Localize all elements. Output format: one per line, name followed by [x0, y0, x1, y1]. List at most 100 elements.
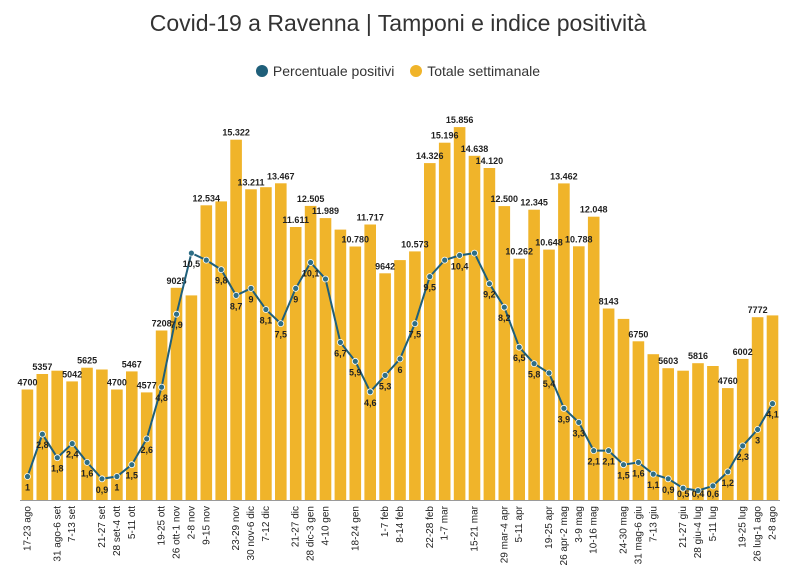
point-value-label-21: 6,7: [334, 348, 347, 358]
x-tick-label-15: 30 nov-6 dic: [246, 506, 257, 560]
point-29: [456, 251, 464, 259]
point-44: [679, 484, 687, 492]
point-19: [307, 259, 315, 266]
point-value-label-45: 0,4: [692, 489, 705, 499]
bar-value-label-15: 13.211: [237, 177, 264, 187]
point-value-label-16: 8,1: [260, 316, 273, 326]
bar-34: [528, 209, 540, 500]
x-tick-label-45: 28 giu-4 lug: [693, 506, 704, 558]
bar-50: [766, 315, 779, 500]
bar-value-label-12: 12.534: [193, 193, 221, 203]
x-tick-label-24: 1-7 feb: [380, 506, 391, 538]
bar-10: [170, 287, 183, 500]
bar-value-label-24: 9642: [375, 261, 395, 271]
point-28: [441, 256, 449, 264]
x-tick-label-18: 21-27 dic: [291, 506, 302, 547]
bar-value-label-14: 15.322: [222, 128, 250, 138]
point-value-label-22: 5,9: [349, 367, 362, 377]
x-tick-label-33: 5-11 apr: [514, 505, 525, 542]
point-8: [143, 435, 151, 443]
x-tick-label-16: 7-12 dic: [261, 506, 272, 542]
point-42: [649, 470, 657, 478]
x-tick-label-40: 24-30 mag: [619, 506, 630, 554]
bar-29: [453, 127, 466, 500]
bar-16: [260, 187, 272, 500]
bar-value-label-3: 5042: [62, 369, 82, 379]
point-15: [247, 284, 255, 292]
bar-28: [438, 142, 451, 500]
x-tick-label-19: 28 dic-3 gen: [306, 506, 317, 561]
point-3: [68, 440, 76, 448]
x-tick-label-35: 19-25 apr: [544, 505, 555, 548]
point-35: [545, 369, 553, 377]
x-tick-label-28: 1-7 mar: [440, 505, 451, 540]
x-tick-label-48: 19-25 lug: [738, 506, 749, 548]
x-tick-label-22: 18-24 gen: [350, 506, 361, 551]
point-value-label-32: 8,2: [498, 313, 511, 323]
bar-value-label-26: 10.573: [401, 239, 429, 249]
bar-17: [275, 183, 287, 501]
point-value-label-7: 1,5: [126, 471, 139, 481]
bar-12: [200, 205, 213, 501]
point-33: [515, 343, 523, 351]
bar-19: [304, 205, 317, 500]
point-value-label-15: 9: [248, 294, 253, 304]
bar-8: [140, 392, 153, 500]
x-tick-label-9: 19-25 ott: [157, 506, 168, 546]
point-39: [605, 447, 612, 455]
point-12: [202, 256, 210, 264]
chart-title: Covid-19 a Ravenna | Tamponi e indice po…: [149, 10, 647, 36]
legend-swatch-percentuale: [255, 65, 268, 78]
bar-22: [349, 246, 362, 500]
point-value-label-29: 10,4: [451, 261, 469, 271]
bar-value-label-4: 5625: [77, 356, 97, 366]
x-tick-label-38: 10-16 mag: [589, 506, 600, 554]
bar-21: [334, 229, 347, 500]
bar-27: [424, 163, 436, 500]
point-value-label-19: 10,1: [302, 269, 320, 279]
bar-18: [289, 227, 302, 500]
x-tick-label-30: 15-21 mar: [470, 505, 481, 551]
bar-value-label-32: 12.500: [491, 194, 519, 204]
point-value-label-36: 3,9: [558, 414, 571, 424]
x-tick-label-41: 31 mag-6 giu: [633, 506, 644, 564]
bar-value-label-20: 11.989: [312, 206, 339, 216]
x-tick-label-36: 26 apr-2 mag: [559, 506, 570, 565]
point-value-label-37: 3,3: [573, 428, 586, 438]
point-value-label-14: 8,7: [230, 301, 243, 311]
point-40: [620, 461, 627, 469]
bar-value-label-39: 8143: [599, 297, 619, 307]
point-value-label-1: 2,8: [36, 440, 49, 450]
point-2: [53, 454, 61, 462]
point-49: [754, 426, 761, 433]
point-value-label-33: 6,5: [513, 353, 526, 363]
x-tick-label-42: 7-13 giu: [648, 506, 659, 542]
point-value-label-25: 6: [397, 365, 402, 375]
legend-item-totale[interactable]: Totale settimanale: [410, 63, 540, 79]
legend-item-percentuale[interactable]: Percentuale positivi: [255, 63, 394, 79]
point-value-label-48: 2,3: [736, 452, 749, 462]
point-value-label-23: 4,6: [364, 398, 377, 408]
bar-47: [722, 388, 734, 500]
bar-value-label-30: 14.638: [461, 144, 489, 154]
point-27: [426, 273, 434, 281]
x-tick-label-25: 8-14 feb: [395, 506, 406, 543]
bar-value-label-48: 6002: [733, 347, 753, 357]
point-23: [366, 388, 374, 396]
bar-24: [379, 273, 391, 500]
bar-33: [513, 258, 525, 500]
point-10: [173, 310, 180, 318]
point-value-label-41: 1,6: [632, 468, 645, 478]
bar-44: [677, 370, 689, 500]
bar-value-label-34: 12.345: [520, 198, 548, 208]
point-45: [694, 487, 702, 495]
bar-value-label-8: 4577: [137, 380, 157, 390]
x-tick-label-6: 28 set-4 ott: [112, 506, 123, 556]
point-value-label-35: 5,4: [543, 379, 556, 389]
bar-15: [245, 189, 257, 501]
point-value-label-4: 1,6: [81, 468, 94, 478]
bar-value-label-33: 10.262: [505, 247, 533, 257]
x-tick-label-5: 21-27 set: [97, 506, 108, 548]
point-17: [277, 320, 285, 328]
